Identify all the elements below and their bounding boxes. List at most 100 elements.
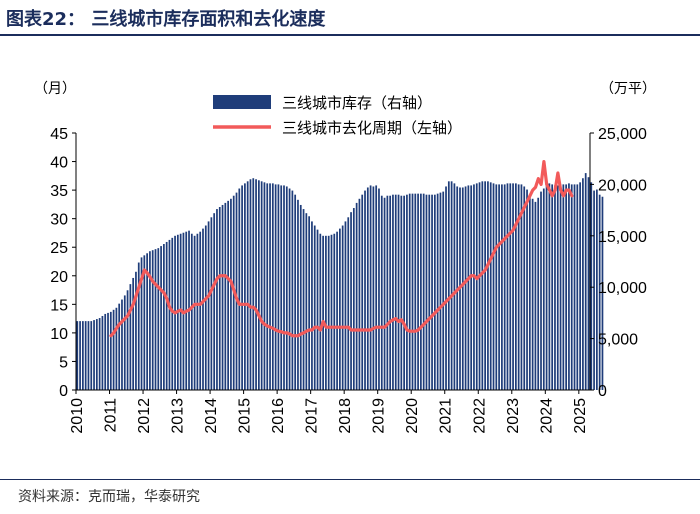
- inventory-bar: [115, 307, 118, 390]
- inventory-bar: [129, 284, 132, 390]
- inventory-bar: [207, 221, 210, 390]
- inventory-bar: [95, 319, 98, 390]
- inventory-bar: [562, 184, 565, 390]
- left-tick-label: 0: [59, 383, 68, 400]
- left-tick-label: 5: [59, 354, 68, 371]
- inventory-bar: [556, 185, 559, 390]
- inventory-bar: [216, 209, 218, 390]
- legend-label-inventory: 三线城市库存（右轴）: [282, 94, 432, 112]
- inventory-bar: [308, 216, 311, 390]
- inventory-bar: [478, 182, 481, 390]
- inventory-bar: [433, 194, 436, 390]
- title-rule: [0, 34, 700, 36]
- inventory-bar: [341, 225, 344, 390]
- inventory-bar: [442, 191, 445, 390]
- inventory-bar: [325, 235, 327, 390]
- chart-title: 图表22： 三线城市库存面积和去化速度: [6, 9, 326, 30]
- inventory-bar: [90, 321, 93, 390]
- inventory-bar: [408, 193, 411, 390]
- inventory-bar: [576, 184, 579, 390]
- inventory-bar: [107, 312, 109, 390]
- inventory-bar: [118, 303, 121, 390]
- inventory-bar: [249, 179, 252, 390]
- inventory-bar: [428, 194, 431, 390]
- x-tick-label: 2016: [270, 398, 287, 434]
- inventory-bar: [271, 183, 274, 390]
- inventory-bar: [168, 239, 171, 390]
- x-tick-label: 2012: [136, 398, 153, 434]
- inventory-bar: [540, 191, 542, 390]
- inventory-bar: [305, 213, 308, 390]
- x-tick-label: 2025: [572, 398, 589, 434]
- x-tick-label: 2021: [438, 398, 455, 434]
- inventory-bar: [221, 204, 224, 390]
- inventory-bar: [104, 313, 107, 390]
- inventory-bar: [372, 186, 375, 390]
- inventory-bar: [453, 183, 456, 390]
- inventory-bar: [464, 186, 467, 390]
- inventory-bar: [531, 198, 534, 390]
- inventory-bar: [503, 184, 506, 390]
- x-tick-label: 2010: [69, 398, 86, 434]
- inventory-bar: [361, 194, 364, 390]
- inventory-bar: [568, 183, 570, 390]
- inventory-bar: [327, 235, 330, 390]
- right-tick-label: 25,000: [598, 126, 647, 143]
- inventory-bar: [380, 195, 383, 390]
- inventory-bar: [79, 321, 81, 390]
- inventory-bar: [400, 195, 403, 390]
- inventory-bar: [135, 271, 137, 390]
- inventory-bar: [352, 208, 355, 390]
- inventory-bar: [112, 309, 115, 390]
- inventory-bar: [151, 250, 154, 390]
- inventory-bar: [584, 173, 587, 390]
- inventory-bar: [244, 183, 246, 390]
- inventory-bar: [280, 185, 283, 390]
- inventory-bar: [534, 201, 537, 390]
- chart-canvas: 05101520253035404505,00010,00015,00020,0…: [34, 81, 656, 434]
- inventory-bar: [333, 233, 336, 390]
- inventory-bar: [202, 228, 204, 390]
- inventory-bar: [76, 321, 79, 390]
- inventory-bar: [445, 186, 447, 390]
- inventory-bar: [252, 178, 255, 390]
- inventory-bar: [190, 233, 193, 390]
- left-tick-label: 20: [50, 269, 68, 286]
- left-tick-label: 35: [50, 183, 68, 200]
- inventory-bar: [160, 246, 162, 390]
- inventory-bar: [548, 183, 551, 390]
- inventory-bar: [422, 193, 425, 390]
- legend-swatch-inventory: [213, 95, 271, 109]
- inventory-bar: [330, 234, 333, 390]
- inventory-bar: [344, 221, 347, 390]
- inventory-bar: [277, 184, 280, 390]
- inventory-bar: [582, 178, 584, 390]
- inventory-bar: [392, 194, 394, 390]
- inventory-bar: [339, 228, 341, 390]
- inventory-bar: [224, 202, 227, 390]
- inventory-bar: [165, 241, 168, 390]
- inventory-bar: [171, 237, 174, 390]
- inventory-bar: [601, 196, 604, 390]
- inventory-bar: [596, 189, 598, 390]
- inventory-bar: [350, 212, 352, 390]
- left-tick-label: 25: [50, 240, 68, 257]
- axes: 05101520253035404505,00010,00015,00020,0…: [34, 81, 656, 434]
- inventory-bar: [383, 197, 386, 390]
- inventory-bar: [87, 321, 90, 390]
- x-tick-label: 2015: [237, 398, 254, 434]
- inventory-bar: [378, 188, 380, 390]
- inventory-bar: [570, 184, 573, 390]
- inventory-bar: [299, 204, 302, 390]
- inventory-bar: [431, 194, 433, 390]
- inventory-bar: [137, 262, 140, 390]
- inventory-bar: [157, 248, 160, 390]
- inventory-bar: [523, 186, 526, 390]
- inventory-bar: [140, 257, 143, 390]
- inventory-bar: [283, 185, 285, 390]
- inventory-bar: [366, 187, 369, 390]
- x-tick-label: 2013: [170, 398, 187, 434]
- x-tick-label: 2014: [203, 398, 220, 434]
- cycle-line: [109, 159, 574, 338]
- inventory-bar: [528, 194, 531, 390]
